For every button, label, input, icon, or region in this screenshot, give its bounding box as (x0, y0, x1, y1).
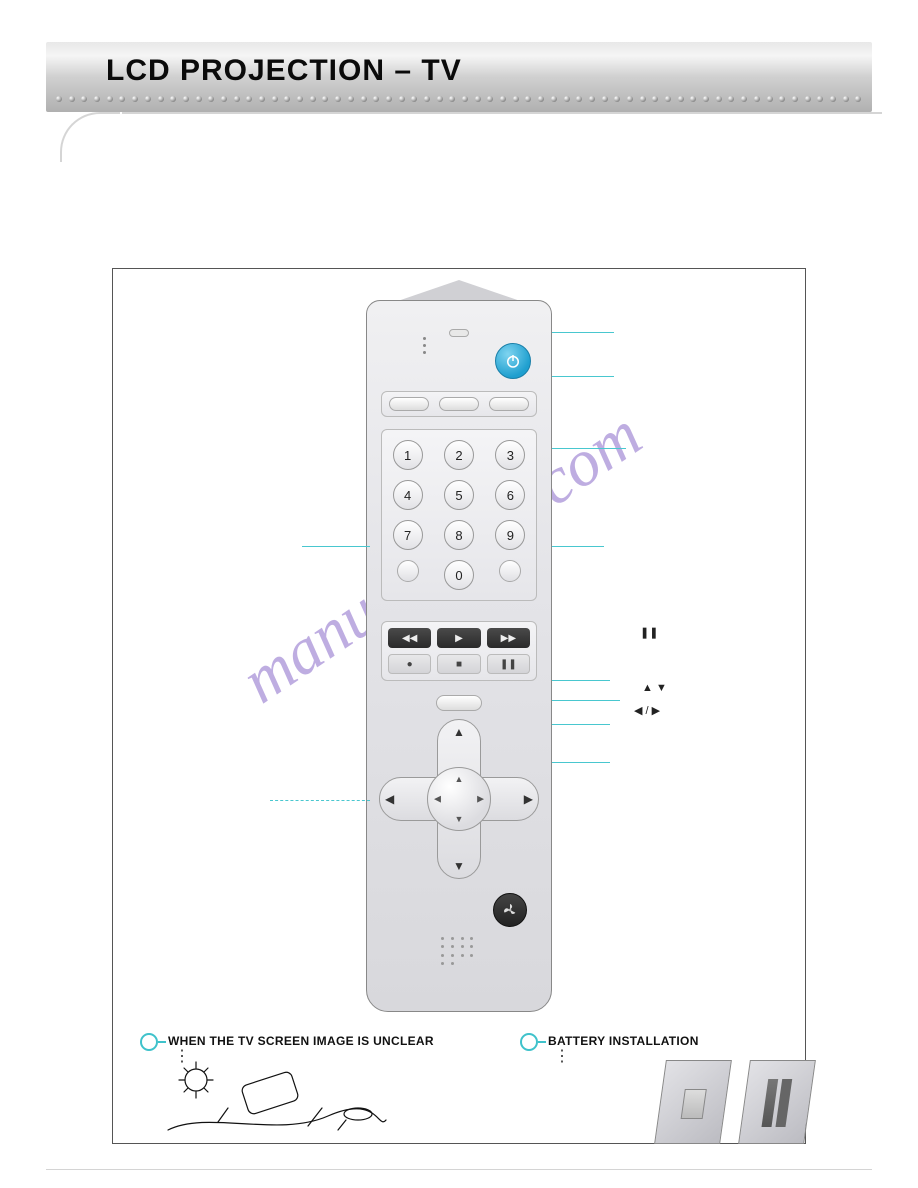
leader-line (552, 332, 614, 333)
leader-line (552, 762, 610, 763)
num-9-button[interactable]: 9 (495, 520, 525, 550)
d-pad-down-arrow: ▼ (453, 859, 465, 873)
transport-panel: ◀◀▶▶▶ ●■❚❚ (381, 621, 537, 681)
remote-body: 1234567890 ◀◀▶▶▶ ●■❚❚ ▲ ▼ ◀ ▶ ▲ ▼ ◀ ▶ (366, 300, 552, 1012)
num-4-button[interactable]: 4 (393, 480, 423, 510)
transport-pause-button[interactable]: ❚❚ (487, 654, 530, 674)
transport-rew-button[interactable]: ◀◀ (388, 628, 431, 648)
page-title: LCD PROJECTION – TV (106, 54, 462, 88)
num-3-button[interactable]: 3 (495, 440, 525, 470)
legend-pause-glyph: ❚❚ (640, 626, 658, 639)
mode-pill-3[interactable] (489, 397, 529, 411)
aux-right-button[interactable] (499, 560, 521, 582)
num-8-button[interactable]: 8 (444, 520, 474, 550)
leader-line (552, 546, 604, 547)
note-left-title: WHEN THE TV SCREEN IMAGE IS UNCLEAR (168, 1034, 434, 1048)
remote-control: 1234567890 ◀◀▶▶▶ ●■❚❚ ▲ ▼ ◀ ▶ ▲ ▼ ◀ ▶ (366, 280, 552, 1012)
legend-updown-glyph: ▲ ▼ (642, 682, 667, 694)
legend-leftright-glyph: ◀ / ▶ (634, 704, 660, 717)
transport-stop-button[interactable]: ■ (437, 654, 480, 674)
num-2-button[interactable]: 2 (444, 440, 474, 470)
note-bullet-circle (520, 1033, 538, 1051)
power-button[interactable] (495, 343, 531, 379)
fan-button[interactable] (493, 893, 527, 927)
footer-rule (46, 1169, 872, 1170)
header-bar: LCD PROJECTION – TV (46, 42, 872, 112)
leader-line (552, 680, 610, 681)
d-pad-up-arrow: ▲ (453, 725, 465, 739)
battery-cover-illustration (654, 1060, 732, 1144)
note-right-ellipsis: ⋮ (554, 1052, 570, 1062)
num-6-button[interactable]: 6 (495, 480, 525, 510)
speaker-grille (441, 937, 477, 967)
mode-pill-2[interactable] (439, 397, 479, 411)
fan-icon (502, 902, 518, 918)
leader-line (302, 546, 370, 547)
mode-pill-row (381, 391, 537, 417)
leader-line (552, 700, 620, 701)
mode-pill-1[interactable] (389, 397, 429, 411)
transport-ff-button[interactable]: ▶▶ (487, 628, 530, 648)
d-pad: ▲ ▼ ◀ ▶ ▲ ▼ ◀ ▶ (379, 719, 539, 879)
unclear-screen-sketch (158, 1060, 388, 1144)
num-5-button[interactable]: 5 (444, 480, 474, 510)
battery-insert-illustration (738, 1060, 816, 1144)
indicator-dots (423, 337, 426, 354)
power-icon (504, 352, 522, 370)
leader-line (552, 376, 614, 377)
note-bullet-circle (140, 1033, 158, 1051)
leader-line (270, 800, 370, 801)
leader-line (552, 448, 626, 449)
header-dot-row (56, 96, 862, 106)
d-pad-left-arrow: ◀ (385, 792, 394, 806)
menu-button[interactable] (436, 695, 482, 711)
transport-rec-button[interactable]: ● (388, 654, 431, 674)
num-7-button[interactable]: 7 (393, 520, 423, 550)
note-bullet-stub (158, 1041, 166, 1043)
ir-emitter (449, 329, 469, 337)
aux-left-button[interactable] (397, 560, 419, 582)
transport-play-button[interactable]: ▶ (437, 628, 480, 648)
number-pad: 123 456 7890 (381, 429, 537, 601)
leader-line (552, 724, 610, 725)
header-divider-curve (60, 112, 120, 162)
num-0-button[interactable]: 0 (444, 560, 474, 590)
d-pad-ok-button[interactable]: ▲ ▼ ◀ ▶ (427, 767, 491, 831)
note-right-title: BATTERY INSTALLATION (548, 1034, 699, 1048)
note-bullet-stub (538, 1041, 546, 1043)
d-pad-right-arrow: ▶ (524, 792, 533, 806)
num-1-button[interactable]: 1 (393, 440, 423, 470)
